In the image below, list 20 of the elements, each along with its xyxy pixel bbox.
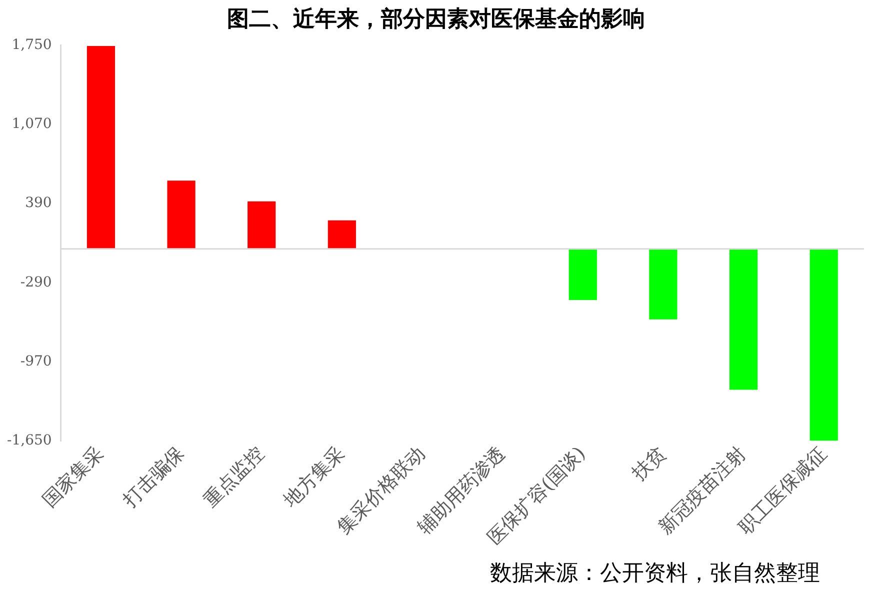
chart-title: 图二、近年来，部分因素对医保基金的影响 [226,6,646,34]
x-tick-label: 打击骗保 [118,442,188,512]
bar [810,248,838,441]
y-tick-label: 390 [25,195,52,212]
bar [328,220,356,249]
y-tick-label: -290 [20,274,52,290]
bar [86,46,116,249]
y-tick-label: -970 [20,353,52,370]
x-tick-label: 地方集采 [278,442,349,512]
bar [568,248,597,300]
bar [248,201,276,249]
y-tick-label: -1,650 [6,432,52,448]
x-tick-label: 重点监控 [199,442,269,512]
source-note: 数据来源：公开资料，张自然整理 [490,560,820,588]
bar [649,248,678,320]
x-tick-label: 扶贫 [627,442,670,486]
bar [167,180,196,249]
y-tick-label: 1,750 [12,37,52,54]
y-tick-label: 1,070 [12,116,52,132]
bar [729,248,758,390]
